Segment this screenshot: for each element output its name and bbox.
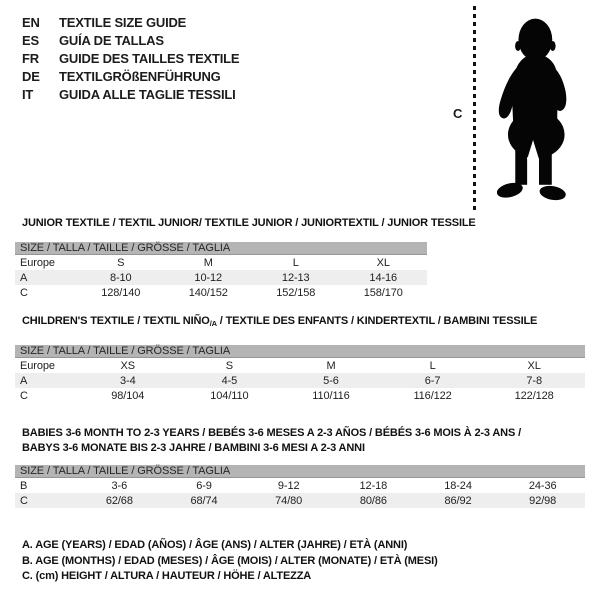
language-row-es: ES GUÍA DE TALLAS [22,31,239,49]
table-cell: L [429,359,436,372]
footnote-a: A. AGE (YEARS) / EDAD (AÑOS) / ÂGE (ANS)… [22,539,408,551]
table-cell: S [117,256,125,269]
height-dashed-line [473,6,476,212]
children-table-title: CHILDREN'S TEXTILE / TEXTIL NIÑO/A / TEX… [22,314,537,331]
language-code: EN [22,14,40,30]
row-label: A [20,374,28,387]
table-cell: 98/104 [111,389,145,402]
language-list: EN TEXTILE SIZE GUIDE ES GUÍA DE TALLAS … [22,13,240,103]
table-cell: 3-6 [111,479,128,492]
language-row-fr: FR GUIDE DES TAILLES TEXTILE [22,49,240,67]
table-cell: 6-7 [424,374,441,387]
table-cell: M [326,359,336,372]
table-cell: 92/98 [529,494,557,507]
language-row-it: IT GUIDA ALLE TAGLIE TESSILI [22,85,239,103]
footnotes: A. AGE (YEARS) / EDAD (AÑOS) / ÂGE (ANS)… [22,538,438,585]
baby-silhouette-icon [497,18,567,201]
table-cell: 12-18 [359,479,388,492]
table-cell: S [225,359,234,372]
table-cell: 4-5 [221,374,238,387]
table-cell: 86/92 [444,494,472,507]
table-row: Europe XS S M L XL [15,358,585,373]
title-text: / TEXTILE DES ENFANTS / KINDERTEXTIL / B… [216,315,538,327]
size-header-bar: SIZE / TALLA / TAILLE / GRÖSSE / TAGLIA [15,242,427,255]
table-cell: XL [527,359,541,372]
footnote-c: C. (cm) HEIGHT / ALTURA / HAUTEUR / HÖHE… [22,570,312,582]
height-measure-label: C [453,106,463,121]
row-label: C [20,494,28,507]
table-cell: 9-12 [277,479,300,492]
language-label: TEXTILE SIZE GUIDE [59,14,187,30]
title-text: CHILDREN'S TEXTILE / TEXTIL NIÑO [22,315,210,327]
language-label: GUIDE DES TAILLES TEXTILE [59,50,240,66]
table-cell: 18-24 [444,479,472,492]
junior-size-table: SIZE / TALLA / TAILLE / GRÖSSE / TAGLIA … [15,242,427,300]
babies-size-table: SIZE / TALLA / TAILLE / GRÖSSE / TAGLIA … [15,465,585,508]
table-cell: 12-13 [281,271,310,284]
table-cell: 158/170 [363,286,403,299]
row-label: C [20,286,28,299]
table-cell: 80/86 [359,494,387,507]
table-row: A 3-4 4-5 5-6 6-7 7-8 [15,373,585,388]
table-cell: 62/68 [105,494,133,507]
language-label: GUIDA ALLE TAGLIE TESSILI [59,86,236,102]
table-cell: 7-8 [526,374,542,387]
language-code: IT [22,86,34,102]
table-row: Europe S M L XL [15,255,427,270]
row-label: A [20,271,28,284]
table-cell: 24-36 [528,479,557,492]
size-header-bar: SIZE / TALLA / TAILLE / GRÖSSE / TAGLIA [15,345,585,358]
table-row: C 62/68 68/74 74/80 80/86 86/92 92/98 [15,493,585,508]
table-cell: 3-4 [119,374,136,387]
table-cell: 110/116 [312,389,350,402]
babies-title-line1: BABIES 3-6 MONTH TO 2-3 YEARS / BEBÉS 3-… [22,427,521,439]
language-code: DE [22,68,40,84]
row-label: B [20,479,28,492]
language-label: GUÍA DE TALLAS [59,32,164,48]
language-row-en: EN TEXTILE SIZE GUIDE [22,13,239,31]
junior-table-title: JUNIOR TEXTILE / TEXTIL JUNIOR/ TEXTILE … [22,217,476,229]
table-cell: 116/122 [413,389,452,402]
title-subscript: /A [209,319,217,328]
table-cell: 6-9 [196,479,212,492]
language-label: TEXTILGRÖßENFÜHRUNG [59,68,221,84]
table-cell: 152/158 [276,286,316,299]
table-cell: 140/152 [188,286,228,299]
table-cell: M [203,256,213,269]
table-cell: 68/74 [190,494,218,507]
footnote-b: B. AGE (MONTHS) / EDAD (MESES) / ÂGE (MO… [22,554,438,567]
table-row: A 8-10 10-12 12-13 14-16 [15,270,427,285]
table-cell: 8-10 [109,271,132,284]
table-row: C 128/140 140/152 152/158 158/170 [15,285,427,300]
table-cell: 74/80 [275,494,303,507]
table-cell: L [292,256,299,269]
row-label: Europe [20,359,55,372]
language-code: FR [22,50,39,66]
babies-title-line2: BABYS 3-6 MONATE BIS 2-3 JAHRE / BAMBINI… [22,442,365,454]
table-cell: XS [120,359,136,372]
row-label: C [20,389,28,402]
table-cell: 122/128 [514,389,554,402]
table-cell: 128/140 [101,286,141,299]
language-row-de: DE TEXTILGRÖßENFÜHRUNG [22,67,239,85]
table-cell: 14-16 [369,271,398,284]
table-cell: 104/110 [210,389,249,402]
table-row: B 3-6 6-9 9-12 12-18 18-24 24-36 [15,478,585,493]
table-cell: 10-12 [194,271,223,284]
size-header-bar: SIZE / TALLA / TAILLE / GRÖSSE / TAGLIA [15,465,585,478]
table-cell: 5-6 [323,374,339,387]
table-cell: XL [376,256,390,269]
row-label: Europe [20,256,55,269]
language-code: ES [22,32,39,48]
table-row: C 98/104 104/110 110/116 116/122 122/128 [15,388,585,403]
babies-table-title: BABIES 3-6 MONTH TO 2-3 YEARS / BEBÉS 3-… [22,426,521,456]
children-size-table: SIZE / TALLA / TAILLE / GRÖSSE / TAGLIA … [15,345,585,403]
